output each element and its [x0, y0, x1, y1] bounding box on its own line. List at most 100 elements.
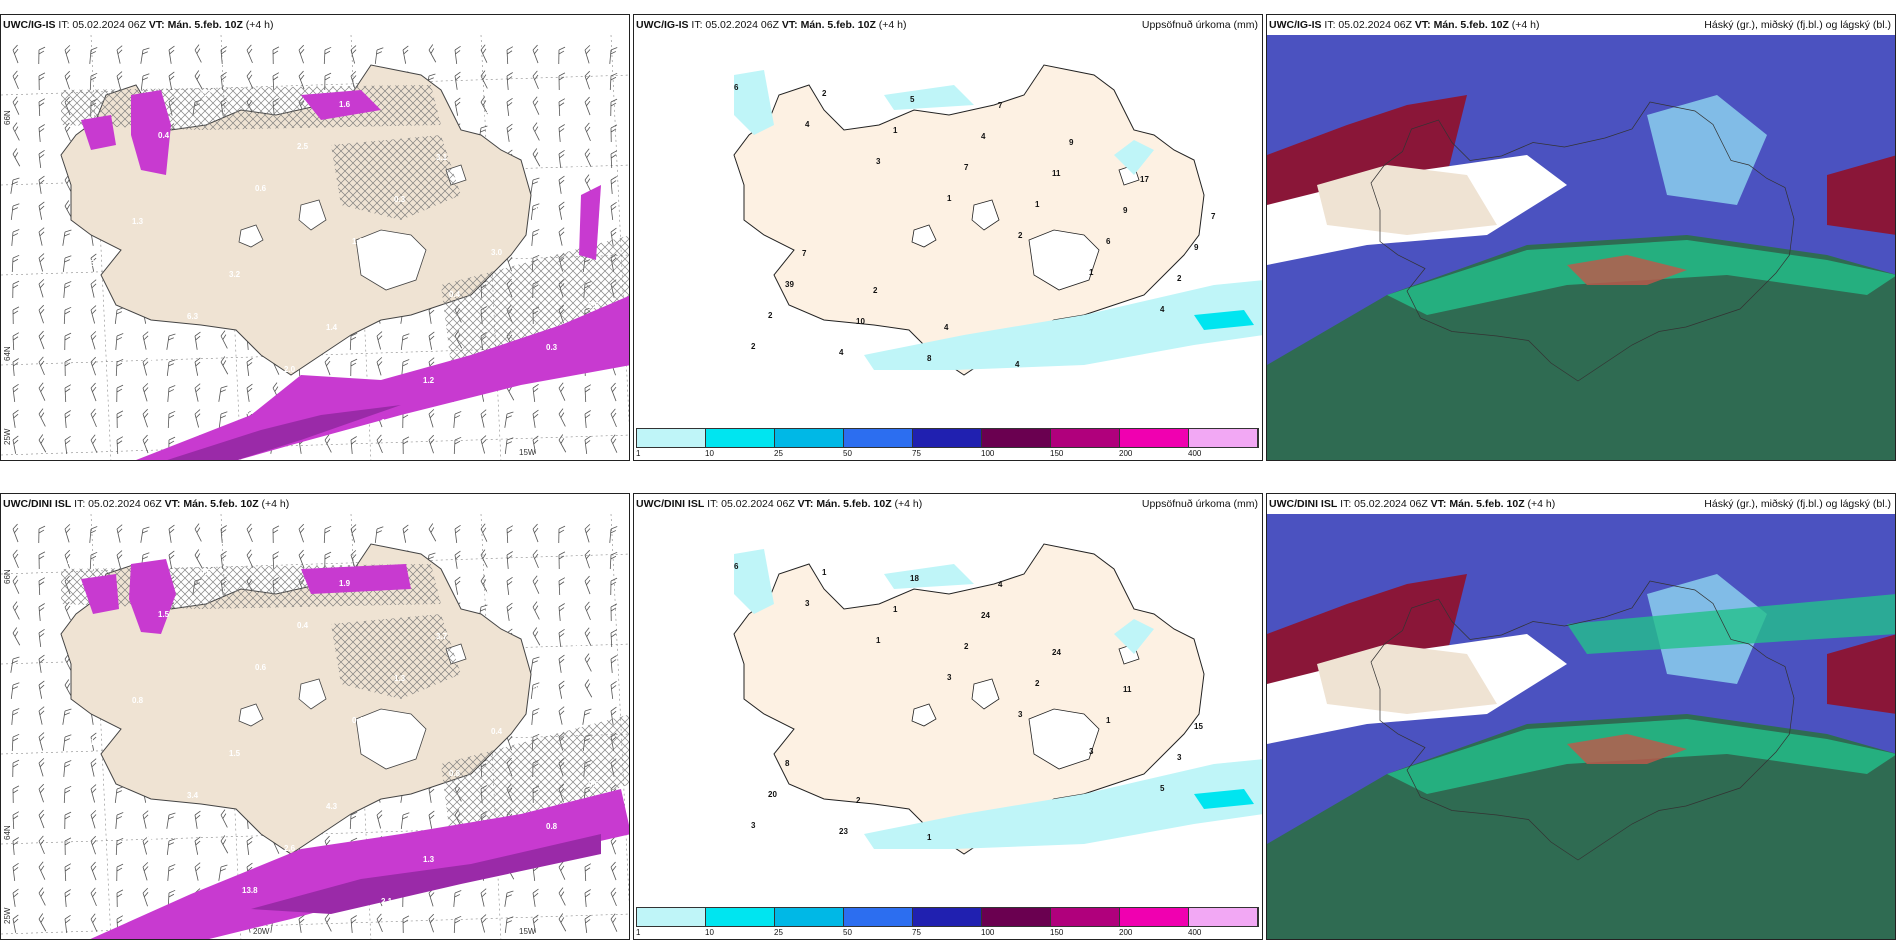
- colorbar-swatch: [1189, 429, 1258, 447]
- lead-time: (+4 h): [1511, 19, 1540, 31]
- precip-value-label: 11: [1052, 169, 1061, 178]
- precip-value-label: 1: [947, 194, 952, 203]
- precip-value-label: 1.6: [339, 100, 351, 109]
- colorbar-swatch: [637, 429, 706, 447]
- precip-value-label: 5: [1160, 784, 1165, 793]
- model-name: UWC/DINI ISL: [1269, 498, 1338, 510]
- colorbar-swatch: [1051, 908, 1120, 926]
- precip-value-label: 1.6: [103, 875, 115, 884]
- colorbar-ticks: 1 10 25 50 75 100 150 200 400: [636, 928, 1262, 939]
- colorbar-swatch: [637, 908, 706, 926]
- colorbar-swatch: [913, 908, 982, 926]
- colorbar-tick-label: 50: [843, 928, 852, 937]
- init-time: IT: 05.02.2024 06Z: [707, 498, 795, 510]
- init-time: IT: 05.02.2024 06Z: [691, 19, 779, 31]
- colorbar-swatch: [844, 908, 913, 926]
- precip-value-label: 4: [1015, 360, 1020, 369]
- precip-value-label: 1.9: [339, 579, 351, 588]
- precip-value-label: 1: [822, 568, 827, 577]
- colorbar-swatch: [1120, 908, 1189, 926]
- precip-value-label: 5.3: [242, 407, 254, 416]
- colorbar-tick-label: 200: [1119, 449, 1133, 458]
- precip-value-label: 4: [998, 580, 1003, 589]
- panel-header: UWC/DINI ISL IT: 05.02.2024 06Z VT: Mán.…: [3, 498, 289, 510]
- precip-value-label: 2.6: [284, 844, 296, 853]
- init-time: IT: 05.02.2024 06Z: [1324, 19, 1412, 31]
- lon-label: 15W: [519, 927, 536, 936]
- precip-value-label: 1.2: [423, 376, 435, 385]
- lon-label: 20W: [253, 927, 270, 936]
- precip-value-label: 0.8: [449, 769, 461, 778]
- colorbar-tick-label: 150: [1050, 449, 1064, 458]
- colorbar-tick-label: 200: [1119, 928, 1133, 937]
- precip-value-label: 3.2: [229, 270, 241, 279]
- precip-value-label: 0.5: [200, 568, 212, 577]
- precip-value-label: 24: [981, 611, 990, 620]
- lat-label: 25W: [3, 428, 12, 445]
- precip-value-label: 3: [1089, 747, 1094, 756]
- precip-value-label: 1: [1106, 716, 1111, 725]
- colorbar-swatch: [706, 908, 775, 926]
- colorbar-tick-label: 400: [1188, 449, 1202, 458]
- precip-value-label: 2: [964, 642, 969, 651]
- panel-header: UWC/IG-IS IT: 05.02.2024 06Z VT: Mán. 5.…: [1269, 19, 1540, 31]
- precip-value-label: 3: [876, 157, 881, 166]
- panel-clouds-row1: UWC/IG-IS IT: 05.02.2024 06Z VT: Mán. 5.…: [1266, 14, 1896, 461]
- panel-clouds-row2: UWC/DINI ISL IT: 05.02.2024 06Z VT: Mán.…: [1266, 493, 1896, 940]
- colorbar-tick-label: 50: [843, 449, 852, 458]
- precip-value-label: 20: [768, 790, 777, 799]
- colorbar-swatch: [982, 429, 1051, 447]
- precip-value-label: 6: [734, 562, 739, 571]
- colorbar-tick-label: 150: [1050, 928, 1064, 937]
- precip-value-label: 3.1: [436, 153, 448, 162]
- colorbar-tick-label: 100: [981, 928, 995, 937]
- valid-time: VT: Mán. 5.feb. 10Z: [797, 498, 892, 510]
- precip-value-label: 2.8: [478, 111, 490, 120]
- precip-value-label: 6: [1106, 237, 1111, 246]
- colorbar: [636, 907, 1259, 927]
- panel-title: Háský (gr.), miðský (fj.bl.) og lágský (…: [1704, 498, 1891, 510]
- colorbar-tick-label: 1: [636, 449, 641, 458]
- precip-value-label: 1: [1035, 200, 1040, 209]
- precip-value-label: 0.6: [255, 184, 267, 193]
- precip-value-label: 2: [873, 286, 878, 295]
- precip-value-label: 0.4: [158, 131, 170, 140]
- precip-value-label: 1.3: [103, 396, 115, 405]
- precip-value-label: 3: [805, 599, 810, 608]
- model-name: UWC/IG-IS: [636, 19, 689, 31]
- colorbar-swatch: [1120, 429, 1189, 447]
- colorbar-swatch: [1189, 908, 1258, 926]
- lat-label: 64N: [3, 825, 12, 840]
- model-name: UWC/IG-IS: [3, 19, 56, 31]
- colorbar-swatch: [982, 908, 1051, 926]
- panel-accum-precip-row2: UWC/DINI ISL IT: 05.02.2024 06Z VT: Mán.…: [633, 493, 1263, 940]
- precip-value-label: 9: [1123, 206, 1128, 215]
- precip-value-label: 39: [785, 280, 794, 289]
- colorbar-tick-label: 100: [981, 449, 995, 458]
- precip-value-label: 1.5: [158, 610, 170, 619]
- colorbar-tick-label: 10: [705, 928, 714, 937]
- precip-value-label: 1.6: [575, 643, 587, 652]
- model-name: UWC/DINI ISL: [3, 498, 72, 510]
- precip-value-label: 2: [856, 796, 861, 805]
- panel-header: UWC/IG-IS IT: 05.02.2024 06Z VT: Mán. 5.…: [636, 19, 907, 31]
- precip-value-label: 2.6: [533, 206, 545, 215]
- precip-value-label: 15: [1194, 722, 1203, 731]
- precip-value-label: 2.3: [200, 89, 212, 98]
- precip-value-label: 3: [751, 821, 756, 830]
- precip-value-label: 3.4: [187, 791, 199, 800]
- precip-value-label: 1: [876, 636, 881, 645]
- init-time: IT: 05.02.2024 06Z: [1340, 498, 1428, 510]
- valid-time: VT: Mán. 5.feb. 10Z: [781, 19, 876, 31]
- precip-value-label: 5: [910, 95, 915, 104]
- precip-value-label: 6: [734, 83, 739, 92]
- precip-value-label: 5.8: [145, 354, 157, 363]
- precip-value-label: 10: [856, 317, 865, 326]
- panel-title: Uppsöfnuð úrkoma (mm): [1141, 498, 1258, 510]
- precip-value-label: 3.7: [436, 632, 448, 641]
- precip-value-label: 7: [998, 101, 1003, 110]
- precip-value-label: 2: [822, 89, 827, 98]
- valid-time: VT: Mán. 5.feb. 10Z: [1430, 498, 1525, 510]
